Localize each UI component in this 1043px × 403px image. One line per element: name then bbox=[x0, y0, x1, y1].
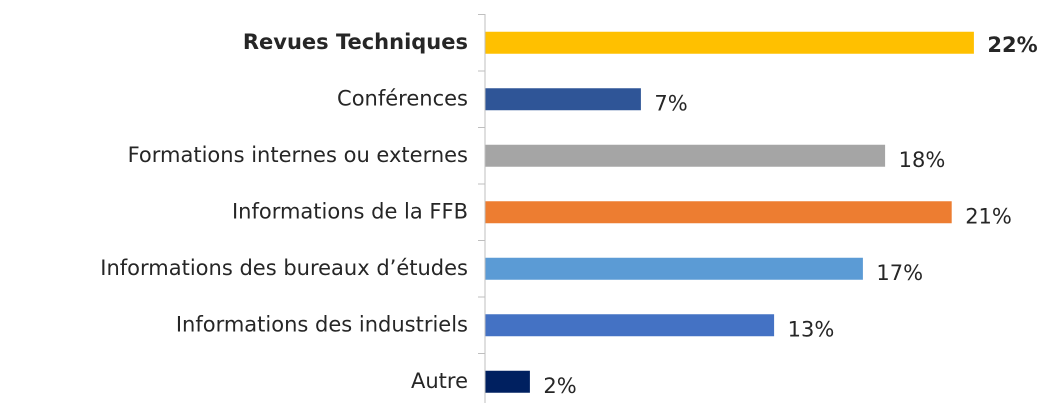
bar bbox=[485, 370, 530, 393]
value-label: 18% bbox=[899, 148, 946, 172]
category-label: Autre bbox=[411, 369, 468, 393]
category-label: Informations des bureaux d’études bbox=[100, 256, 468, 280]
category-label: Informations de la FFB bbox=[232, 199, 468, 223]
value-label: 17% bbox=[876, 261, 923, 285]
value-label: 22% bbox=[987, 33, 1037, 57]
category-label: Conférences bbox=[337, 86, 468, 110]
bar bbox=[485, 257, 863, 280]
bar bbox=[485, 201, 952, 224]
bar bbox=[485, 31, 974, 54]
value-label: 7% bbox=[654, 91, 687, 115]
value-label: 21% bbox=[965, 204, 1012, 228]
category-label: Formations internes ou externes bbox=[128, 143, 468, 167]
category-label: Informations des industriels bbox=[176, 312, 468, 336]
value-label: 13% bbox=[788, 317, 835, 341]
bar bbox=[485, 88, 641, 111]
category-label: Revues Techniques bbox=[243, 30, 468, 54]
bar bbox=[485, 314, 775, 337]
value-label: 2% bbox=[543, 374, 576, 398]
bar bbox=[485, 144, 886, 167]
